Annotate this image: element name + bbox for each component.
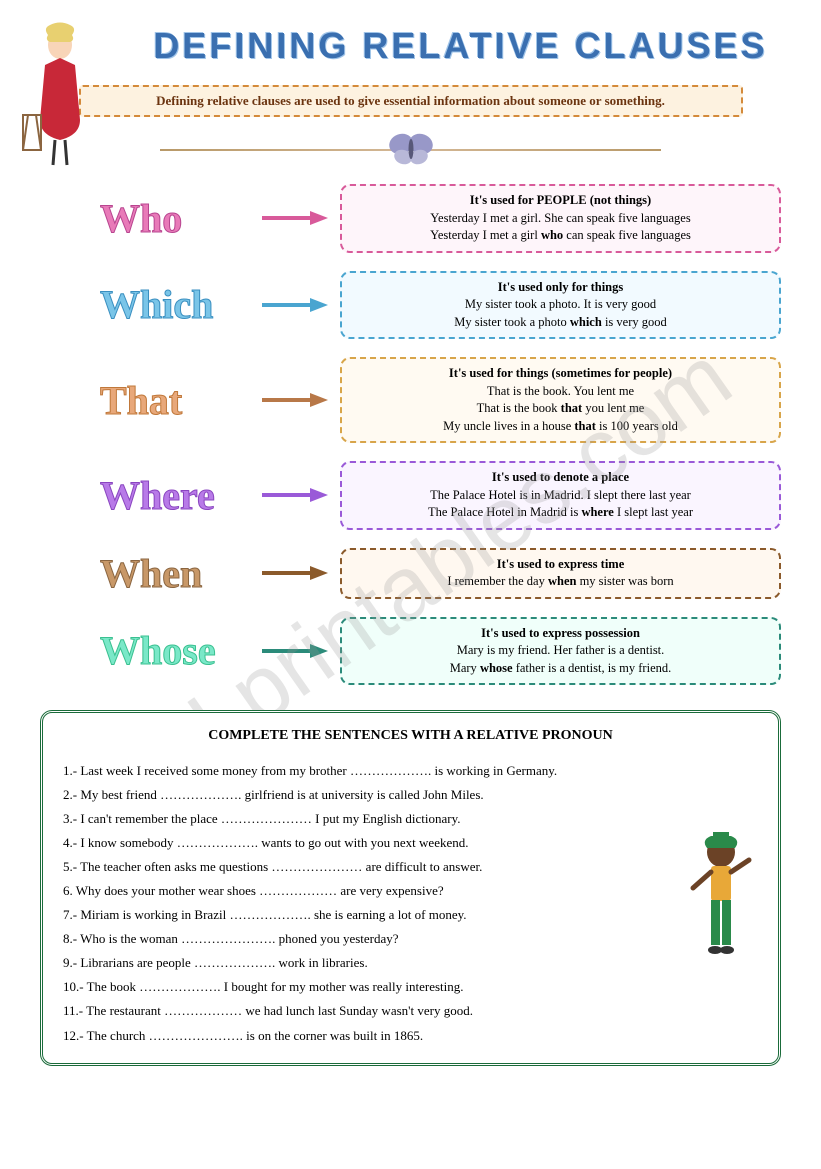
pronoun-word: Where [100, 472, 250, 519]
exercise-item: 6. Why does your mother wear shoes ……………… [63, 879, 758, 903]
pronoun-word: Whose [100, 627, 250, 674]
example-line: My sister took a photo which is very goo… [354, 314, 767, 332]
exercise-item: 11.- The restaurant ……………… we had lunch … [63, 999, 758, 1023]
exercise-item: 1.- Last week I received some money from… [63, 759, 758, 783]
description-title: It's used for things (sometimes for peop… [354, 365, 767, 383]
boy-illustration-icon [681, 830, 761, 970]
divider-ornament [40, 129, 781, 169]
description-box: It's used only for thingsMy sister took … [340, 271, 781, 340]
exercise-item: 9.- Librarians are people ………………. work i… [63, 951, 758, 975]
pronoun-row-which: WhichIt's used only for thingsMy sister … [40, 271, 781, 340]
example-line: Yesterday I met a girl who can speak fiv… [354, 227, 767, 245]
pronoun-row-where: WhereIt's used to denote a placeThe Pala… [40, 461, 781, 530]
exercise-item: 4.- I know somebody ………………. wants to go … [63, 831, 758, 855]
description-box: It's used to denote a placeThe Palace Ho… [340, 461, 781, 530]
description-box: It's used to express possessionMary is m… [340, 617, 781, 686]
exercise-box: COMPLETE THE SENTENCES WITH A RELATIVE P… [40, 710, 781, 1066]
pronoun-row-whose: WhoseIt's used to express possessionMary… [40, 617, 781, 686]
arrow-icon [260, 208, 330, 228]
example-line: I remember the day when my sister was bo… [354, 573, 767, 591]
example-line: Mary whose father is a dentist, is my fr… [354, 660, 767, 678]
description-title: It's used to denote a place [354, 469, 767, 487]
pronoun-row-that: That It's used for things (sometimes for … [40, 357, 781, 443]
exercise-item: 12.- The church …………………. is on the corne… [63, 1024, 758, 1048]
exercise-item: 2.- My best friend ………………. girlfriend is… [63, 783, 758, 807]
arrow-icon [260, 295, 330, 315]
exercise-section: COMPLETE THE SENTENCES WITH A RELATIVE P… [40, 710, 781, 1066]
example-line: That is the book. You lent me [354, 383, 767, 401]
pronoun-word: Who [100, 195, 250, 242]
exercise-item: 5.- The teacher often asks me questions … [63, 855, 758, 879]
description-title: It's used only for things [354, 279, 767, 297]
example-line: Mary is my friend. Her father is a denti… [354, 642, 767, 660]
pronoun-rules-list: WhoIt's used for PEOPLE (not things)Yest… [40, 184, 781, 685]
page-title: DEFINING RELATIVE CLAUSES [140, 25, 781, 67]
description-box: It's used for PEOPLE (not things)Yesterd… [340, 184, 781, 253]
exercise-item: 10.- The book ………………. I bought for my mo… [63, 975, 758, 999]
example-line: Yesterday I met a girl. She can speak fi… [354, 210, 767, 228]
exercise-item: 8.- Who is the woman …………………. phoned you… [63, 927, 758, 951]
pronoun-word: When [100, 550, 250, 597]
intro-definition-box: Defining relative clauses are used to gi… [79, 85, 743, 117]
description-box: It's used for things (sometimes for peop… [340, 357, 781, 443]
description-title: It's used to express possession [354, 625, 767, 643]
exercise-title: COMPLETE THE SENTENCES WITH A RELATIVE P… [63, 728, 758, 744]
exercise-sentence-list: 1.- Last week I received some money from… [63, 759, 758, 1048]
exercise-item: 7.- Miriam is working in Brazil ………………. … [63, 903, 758, 927]
arrow-icon [260, 485, 330, 505]
pronoun-row-when: When It's used to express timeI remember … [40, 548, 781, 599]
description-box: It's used to express timeI remember the … [340, 548, 781, 599]
pronoun-word: Which [100, 281, 250, 328]
example-line: My uncle lives in a house that is 100 ye… [354, 418, 767, 436]
arrow-icon [260, 641, 330, 661]
example-line: That is the book that you lent me [354, 400, 767, 418]
example-line: My sister took a photo. It is very good [354, 296, 767, 314]
pronoun-row-who: WhoIt's used for PEOPLE (not things)Yest… [40, 184, 781, 253]
arrow-icon [260, 563, 330, 583]
arrow-icon [260, 390, 330, 410]
pronoun-word: That [100, 377, 250, 424]
description-title: It's used to express time [354, 556, 767, 574]
butterfly-icon [381, 129, 441, 169]
worksheet-page: ESLprintables.com DEFINING RELATIVE CLAU… [0, 0, 821, 1169]
example-line: The Palace Hotel in Madrid is where I sl… [354, 504, 767, 522]
description-title: It's used for PEOPLE (not things) [354, 192, 767, 210]
exercise-item: 3.- I can't remember the place ………………… I… [63, 807, 758, 831]
example-line: The Palace Hotel is in Madrid. I slept t… [354, 487, 767, 505]
